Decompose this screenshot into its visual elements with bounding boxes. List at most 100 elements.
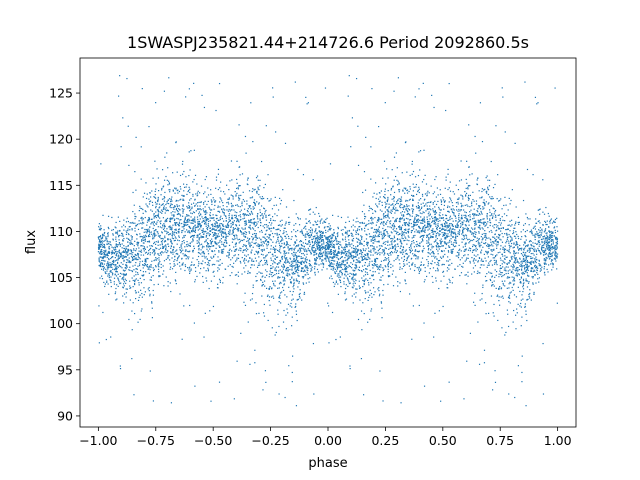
data-point [315, 221, 317, 224]
data-point [443, 232, 445, 234]
data-point [262, 217, 264, 219]
data-point [506, 249, 508, 252]
data-point [540, 265, 542, 267]
data-point [321, 232, 323, 235]
data-point [178, 190, 181, 193]
data-point [263, 303, 265, 306]
data-point [103, 232, 105, 234]
data-point [153, 268, 155, 271]
data-point [206, 203, 208, 206]
data-point [272, 219, 274, 222]
data-point [528, 275, 530, 277]
data-point [479, 220, 481, 222]
data-point [117, 258, 119, 260]
data-point [205, 236, 207, 238]
data-point [336, 268, 339, 270]
data-point [160, 254, 162, 256]
data-point [556, 242, 558, 245]
data-point [486, 192, 488, 194]
data-point [116, 232, 118, 234]
data-point [307, 235, 309, 237]
data-point [163, 179, 166, 181]
data-point [502, 248, 504, 250]
data-point [321, 255, 323, 258]
data-point [392, 208, 394, 210]
data-point [456, 206, 458, 208]
data-point [433, 255, 435, 257]
data-point [245, 231, 248, 234]
data-point [523, 273, 526, 275]
data-point [550, 237, 552, 239]
data-point [414, 224, 416, 226]
data-point [316, 263, 318, 265]
data-point [303, 227, 305, 229]
data-point [189, 207, 191, 209]
data-point [413, 195, 415, 197]
data-point [478, 232, 480, 234]
data-point [514, 224, 516, 226]
data-point [234, 211, 236, 213]
data-point [549, 222, 551, 224]
data-point [390, 231, 392, 233]
data-point [283, 276, 285, 278]
data-point [422, 240, 424, 242]
data-point [303, 291, 306, 294]
data-point [383, 229, 386, 232]
data-point [502, 255, 504, 257]
data-point [143, 222, 145, 224]
data-point [490, 239, 492, 241]
data-point [181, 247, 183, 249]
data-point [197, 229, 199, 231]
data-point [286, 296, 288, 298]
data-point [111, 263, 113, 266]
data-point [547, 271, 549, 273]
data-point [186, 215, 188, 217]
data-point [356, 254, 359, 256]
data-point [361, 243, 363, 245]
data-point [410, 250, 412, 252]
data-point [260, 245, 262, 247]
data-point [228, 249, 230, 252]
data-point [337, 283, 339, 285]
data-point [385, 259, 387, 261]
data-point [190, 216, 192, 218]
data-point [333, 260, 335, 262]
data-point [316, 247, 319, 249]
data-point [233, 246, 235, 248]
data-point [419, 212, 421, 214]
data-point [123, 281, 126, 283]
data-point [383, 254, 385, 256]
data-point [378, 226, 380, 228]
data-point [418, 269, 420, 271]
data-point [171, 196, 173, 198]
data-point [554, 87, 556, 89]
data-point [451, 252, 454, 254]
data-point [341, 274, 343, 276]
data-point [253, 201, 256, 204]
data-point [145, 264, 147, 266]
data-point [346, 252, 348, 255]
data-point [201, 252, 203, 254]
data-point [256, 192, 258, 194]
data-point [226, 224, 229, 226]
data-point [265, 243, 268, 245]
data-point [228, 213, 231, 215]
data-point [439, 246, 441, 248]
data-point [341, 233, 344, 235]
data-point [229, 274, 231, 277]
data-point [457, 257, 460, 259]
data-point [211, 201, 213, 203]
data-point [419, 264, 422, 266]
data-point [336, 241, 338, 243]
data-point [416, 241, 418, 243]
data-point [450, 208, 452, 210]
data-point [455, 234, 457, 236]
data-point [210, 241, 212, 243]
data-point [231, 217, 233, 219]
data-point [426, 242, 428, 244]
data-point [505, 266, 507, 268]
data-point [123, 229, 125, 231]
data-point [377, 267, 380, 269]
data-point [418, 230, 420, 232]
data-point [270, 248, 272, 250]
